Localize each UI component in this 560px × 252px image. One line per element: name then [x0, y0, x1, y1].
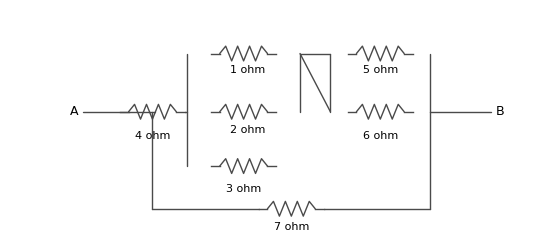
Text: 7 ohm: 7 ohm [274, 222, 309, 232]
Text: 1 ohm: 1 ohm [230, 65, 265, 75]
Text: 4 ohm: 4 ohm [135, 131, 170, 141]
Text: 2 ohm: 2 ohm [230, 125, 265, 135]
Text: 6 ohm: 6 ohm [363, 131, 398, 141]
Text: B: B [495, 105, 504, 118]
Text: 3 ohm: 3 ohm [226, 183, 261, 194]
Text: 5 ohm: 5 ohm [363, 65, 398, 75]
Text: A: A [70, 105, 78, 118]
